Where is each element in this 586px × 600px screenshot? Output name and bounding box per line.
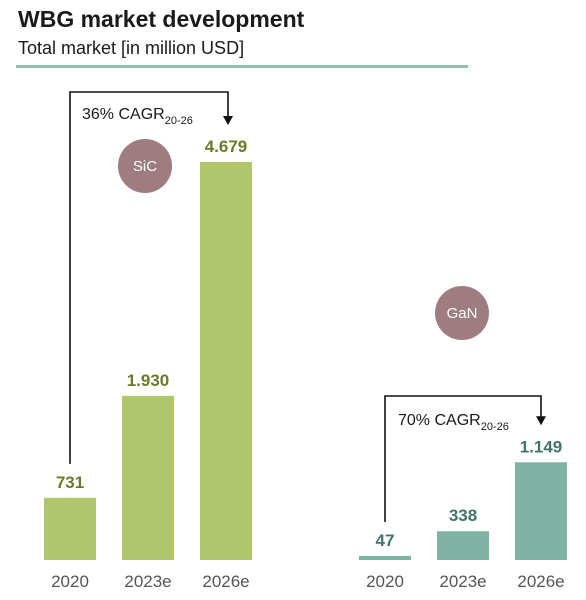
gan-x-tick: 2023e [439,572,486,591]
gan-badge [435,286,489,340]
gan-value-label: 47 [376,531,395,550]
sic-value-label: 1.930 [127,371,170,390]
sic-x-tick: 2023e [124,572,171,591]
sic-value-label: 731 [56,473,84,492]
gan-x-tick: 2026e [517,572,564,591]
sic-bar-2020 [44,497,96,560]
sic-bar-2026e [200,162,252,560]
title-underline [16,65,468,68]
sic-value-label: 4.679 [205,137,248,156]
sic-cagr-arrow [69,91,229,464]
sic-x-tick: 2026e [202,572,249,591]
gan-badge-label: GaN [447,305,478,322]
sic-cagr-label: 36% CAGR20-26 [82,106,193,127]
gan-cagr-arrowhead [536,416,546,426]
sic-chart: 731 2020 1.930 2023e 4.679 2026e 36% CAGR20-26… [44,91,252,591]
sic-cagr-arrowhead [223,116,233,125]
gan-x-tick: 2020 [366,572,404,591]
gan-value-label: 338 [449,506,477,525]
sic-badge [118,139,172,193]
gan-chart: 47 2020 338 2023e 1.149 2026e 70% CAGR20-26 GaN [359,286,567,591]
gan-bar-2026e [515,462,567,560]
sic-x-tick: 2020 [51,572,89,591]
gan-cagr-arrow [384,395,542,523]
page-subtitle: Total market [in million USD] [18,38,245,58]
page-title: WBG market development [18,6,305,32]
gan-bar-2023e [437,531,489,560]
gan-value-label: 1.149 [520,437,563,456]
gan-cagr-label: 70% CAGR20-26 [398,412,509,433]
gan-bar-2020 [359,556,411,560]
sic-bar-2023e [122,395,174,560]
sic-badge-label: SiC [133,158,157,175]
